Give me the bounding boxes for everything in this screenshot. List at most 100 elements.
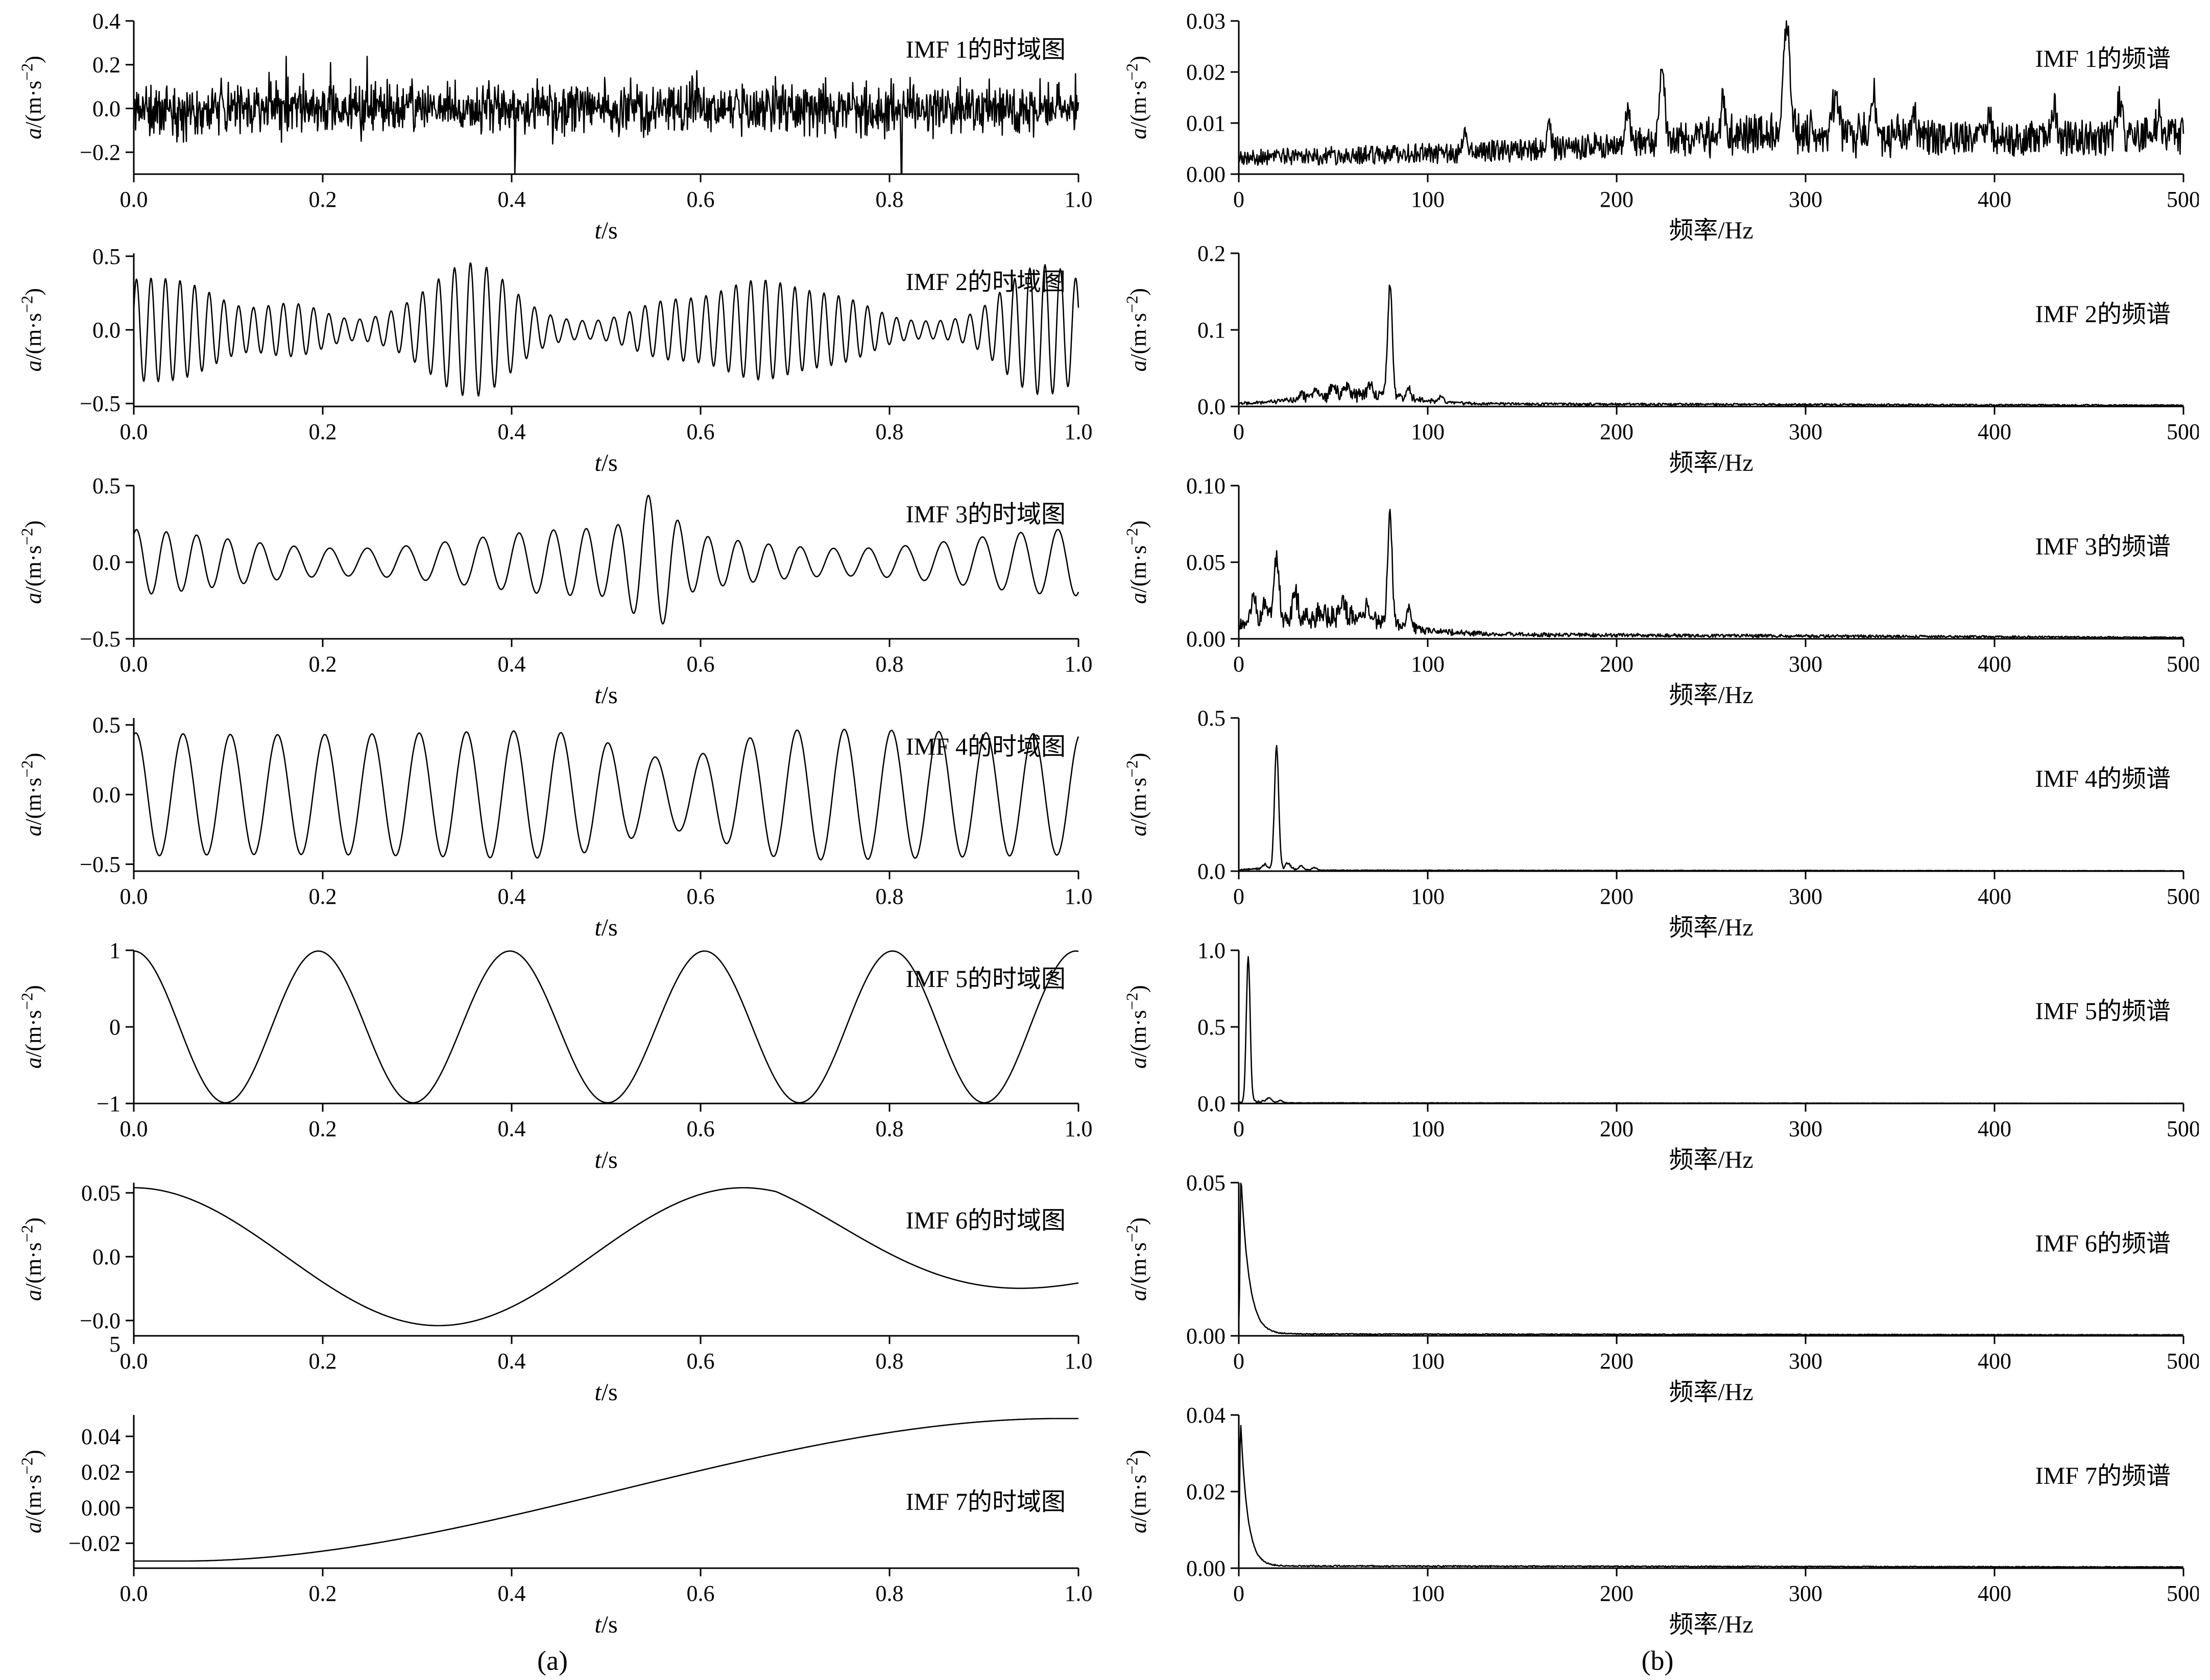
- svg-text:0.0: 0.0: [92, 96, 121, 121]
- svg-text:0.4: 0.4: [498, 1581, 526, 1606]
- svg-text:频率/Hz: 频率/Hz: [1669, 682, 1753, 709]
- svg-text:300: 300: [1789, 1116, 1822, 1141]
- svg-text:1.0: 1.0: [1065, 187, 1093, 212]
- svg-text:400: 400: [1978, 1349, 2011, 1374]
- svg-text:0: 0: [1233, 1349, 1244, 1374]
- svg-text:0.00: 0.00: [1186, 627, 1226, 652]
- svg-text:100: 100: [1411, 884, 1445, 909]
- svg-text:300: 300: [1789, 884, 1822, 909]
- svg-text:100: 100: [1411, 1349, 1445, 1374]
- svg-text:400: 400: [1978, 652, 2011, 677]
- svg-text:0.8: 0.8: [876, 1349, 904, 1374]
- svg-text:t/s: t/s: [594, 449, 617, 476]
- svg-text:0.4: 0.4: [92, 13, 121, 34]
- svg-text:0.0: 0.0: [92, 318, 121, 343]
- svg-text:0.00: 0.00: [1186, 1324, 1226, 1349]
- svg-text:500: 500: [2167, 652, 2199, 677]
- svg-text:a/(m·s−2): a/(m·s−2): [17, 56, 46, 139]
- svg-text:0.0: 0.0: [1197, 859, 1226, 884]
- svg-text:IMF 1的时域图: IMF 1的时域图: [906, 36, 1066, 63]
- svg-text:0.00: 0.00: [81, 1495, 121, 1520]
- svg-text:0.2: 0.2: [309, 1581, 337, 1606]
- svg-text:500: 500: [2167, 1116, 2199, 1141]
- chart-imf6-spectrum: 0.00 0.05 0 100 200 300 400 500 频率/Hz a/(m·s−2) IM…: [1122, 1175, 2199, 1406]
- svg-text:200: 200: [1600, 884, 1634, 909]
- svg-text:1.0: 1.0: [1065, 1116, 1093, 1141]
- svg-text:1: 1: [109, 943, 121, 963]
- chart-imf1-time: −0.2 0.0 0.2 0.4 0.0 0.2 0.4 0.6 0.8 1.0 t/s a/(m·s…: [17, 13, 1093, 244]
- svg-text:300: 300: [1789, 187, 1822, 212]
- svg-text:IMF 5的时域图: IMF 5的时域图: [906, 966, 1066, 993]
- svg-text:0.0: 0.0: [120, 1116, 148, 1141]
- chart-imf1-spectrum: 0.00 0.01 0.02 0.03 0 100 200 300 400 500 频率/Hz a/(…: [1122, 13, 2199, 244]
- svg-text:0.5: 0.5: [92, 713, 121, 738]
- chart-imf7-spectrum: 0.00 0.02 0.04 0 100 200 300 400 500 频率/Hz a/(m·s−…: [1122, 1407, 2199, 1638]
- svg-text:a/(m·s−2): a/(m·s−2): [17, 753, 46, 836]
- svg-text:0.05: 0.05: [81, 1181, 121, 1206]
- svg-text:0.2: 0.2: [1197, 246, 1226, 266]
- svg-text:0.04: 0.04: [1186, 1407, 1226, 1428]
- svg-text:1.0: 1.0: [1065, 419, 1093, 444]
- svg-text:300: 300: [1789, 1349, 1822, 1374]
- svg-text:IMF 5的频谱: IMF 5的频谱: [2035, 998, 2171, 1025]
- svg-text:频率/Hz: 频率/Hz: [1669, 1379, 1753, 1406]
- svg-text:0: 0: [1233, 419, 1244, 444]
- svg-text:0.5: 0.5: [92, 478, 121, 498]
- svg-text:a/(m·s−2): a/(m·s−2): [1122, 985, 1151, 1069]
- svg-text:0.2: 0.2: [92, 53, 121, 78]
- svg-text:1.0: 1.0: [1065, 1581, 1093, 1606]
- svg-text:0.04: 0.04: [81, 1424, 121, 1449]
- svg-text:IMF 7的频谱: IMF 7的频谱: [2035, 1462, 2171, 1490]
- svg-text:0.5: 0.5: [92, 246, 121, 269]
- svg-text:0.0: 0.0: [120, 652, 148, 677]
- svg-text:1.0: 1.0: [1065, 1349, 1093, 1374]
- svg-text:频率/Hz: 频率/Hz: [1669, 1146, 1753, 1173]
- svg-text:100: 100: [1411, 1116, 1445, 1141]
- svg-text:IMF 4的时域图: IMF 4的时域图: [906, 733, 1066, 760]
- svg-text:300: 300: [1789, 652, 1822, 677]
- caption-b: (b): [1641, 1645, 1674, 1676]
- svg-text:400: 400: [1978, 419, 2011, 444]
- svg-text:0.00: 0.00: [1186, 1556, 1226, 1581]
- svg-text:200: 200: [1600, 1116, 1634, 1141]
- svg-text:a/(m·s−2): a/(m·s−2): [17, 985, 46, 1069]
- svg-text:0.5: 0.5: [1197, 1015, 1226, 1040]
- svg-text:0.4: 0.4: [498, 1116, 526, 1141]
- svg-text:0.02: 0.02: [1186, 60, 1226, 85]
- chart-imf4-spectrum: 0.0 0.5 0 100 200 300 400 500 频率/Hz a/(m·s−2) IMF …: [1122, 710, 2199, 941]
- svg-text:0.8: 0.8: [876, 1581, 904, 1606]
- svg-text:IMF 7的时域图: IMF 7的时域图: [906, 1489, 1066, 1516]
- svg-text:a/(m·s−2): a/(m·s−2): [1122, 520, 1151, 604]
- svg-text:0.8: 0.8: [876, 884, 904, 909]
- svg-text:0.02: 0.02: [81, 1460, 121, 1485]
- svg-text:−0.05: −0.0 5: [80, 1308, 121, 1357]
- svg-text:0.0: 0.0: [92, 550, 121, 575]
- chart-imf2-spectrum: 0.0 0.1 0.2 0 100 200 300 400 500 频率/Hz a/(m·s−2) I…: [1122, 246, 2199, 476]
- svg-text:500: 500: [2167, 419, 2199, 444]
- chart-imf7-time: −0.02 0.00 0.02 0.04 0.0 0.2 0.4 0.6 0.8 1.0 t/s a/…: [17, 1415, 1093, 1638]
- svg-text:0.0: 0.0: [120, 187, 148, 212]
- svg-text:0.0: 0.0: [120, 1349, 148, 1374]
- svg-text:300: 300: [1789, 1581, 1822, 1606]
- svg-text:IMF 6的频谱: IMF 6的频谱: [2035, 1230, 2171, 1257]
- svg-text:0.6: 0.6: [687, 1581, 715, 1606]
- svg-text:0.6: 0.6: [687, 1349, 715, 1374]
- svg-text:400: 400: [1978, 1116, 2011, 1141]
- chart-imf5-spectrum: 0.0 0.5 1.0 0 100 200 300 400 500 频率/Hz a/(m·s−2) I…: [1122, 943, 2199, 1173]
- svg-text:0.8: 0.8: [876, 1116, 904, 1141]
- column-spectrum: 0.00 0.01 0.02 0.03 0 100 200 300 400 500 频率/Hz a/(…: [1105, 13, 2210, 1676]
- svg-text:100: 100: [1411, 419, 1445, 444]
- svg-text:0.6: 0.6: [687, 419, 715, 444]
- svg-text:IMF 2的时域图: IMF 2的时域图: [906, 269, 1066, 296]
- chart-imf5-time: −1 0 1 0.0 0.2 0.4 0.6 0.8 1.0 t/s a/(m·s−2) IMF 5的…: [17, 943, 1093, 1173]
- svg-text:100: 100: [1411, 1581, 1445, 1606]
- svg-text:IMF 4的频谱: IMF 4的频谱: [2035, 765, 2171, 793]
- svg-text:200: 200: [1600, 1581, 1634, 1606]
- svg-text:0.4: 0.4: [498, 1349, 526, 1374]
- chart-imf6-time: −0.0 50.00.050.0 0.2 0.4 0.6 0.8 1.0t/sa/(m·s−…: [17, 1181, 1093, 1406]
- svg-text:0.4: 0.4: [498, 419, 526, 444]
- svg-text:200: 200: [1600, 419, 1634, 444]
- svg-text:0.01: 0.01: [1186, 111, 1226, 136]
- svg-text:a/(m·s−2): a/(m·s−2): [1122, 1450, 1151, 1533]
